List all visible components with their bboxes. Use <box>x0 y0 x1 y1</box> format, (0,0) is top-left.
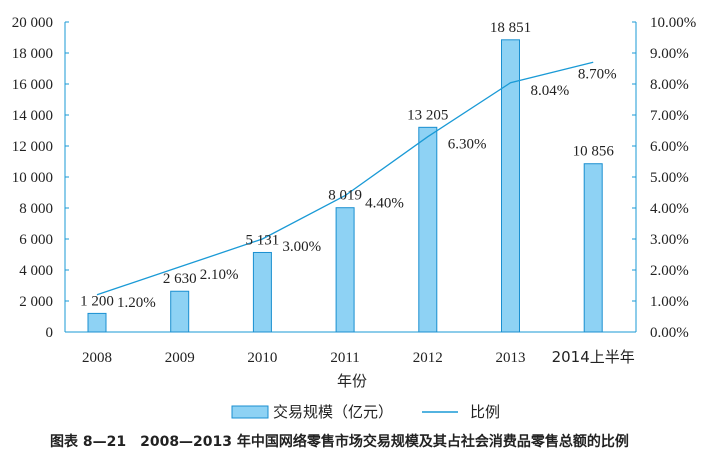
y-tick-label-right: 4.00% <box>650 201 689 217</box>
y-tick-label-right: 3.00% <box>650 232 689 248</box>
bar <box>87 312 107 333</box>
x-tick-label: 2014上半年 <box>552 348 635 366</box>
bar-value-label: 13 205 <box>407 107 448 123</box>
y-tick-label-right: 2.00% <box>650 263 689 279</box>
ratio-value-label: 1.20% <box>117 295 156 311</box>
y-tick-label-right: 8.00% <box>650 77 689 93</box>
x-tick-label: 2012 <box>413 350 443 366</box>
bar-value-label: 1 200 <box>80 293 114 309</box>
y-tick-label-right: 0.00% <box>650 325 689 341</box>
bar <box>418 126 438 333</box>
figure-caption: 图表 8—21 2008—2013 年中国网络零售市场交易规模及其占社会消费品零… <box>50 433 629 450</box>
y-tick-label-right: 1.00% <box>650 294 689 310</box>
bar <box>335 207 355 333</box>
ratio-value-label: 4.40% <box>365 196 404 212</box>
bar-value-label: 10 856 <box>573 144 615 160</box>
y-tick-label-right: 10.00% <box>650 15 696 31</box>
ratio-value-label: 6.30% <box>448 137 487 153</box>
bar-value-label: 2 630 <box>163 271 197 287</box>
x-tick-label: 2011 <box>330 350 359 366</box>
bar <box>583 163 603 333</box>
ratio-value-label: 8.04% <box>531 83 570 99</box>
y-tick-label-left: 6 000 <box>19 232 53 248</box>
y-tick-label-left: 4 000 <box>19 263 53 279</box>
y-tick-label-left: 10 000 <box>12 170 53 186</box>
y-tick-label-left: 0 <box>46 325 54 341</box>
y-tick-label-left: 12 000 <box>12 139 53 155</box>
y-tick-label-left: 16 000 <box>12 77 53 93</box>
y-tick-label-right: 9.00% <box>650 46 689 62</box>
y-tick-label-left: 20 000 <box>12 15 53 31</box>
x-tick-label: 2009 <box>165 350 195 366</box>
legend-line-label: 比例 <box>470 403 500 421</box>
y-tick-label-right: 5.00% <box>650 170 689 186</box>
y-tick-label-left: 8 000 <box>19 201 53 217</box>
bar <box>252 251 272 333</box>
y-tick-label-left: 18 000 <box>12 46 53 62</box>
ratio-value-label: 8.70% <box>578 66 617 82</box>
y-tick-label-right: 6.00% <box>650 139 689 155</box>
x-tick-label: 2010 <box>247 350 277 366</box>
legend: 交易规模（亿元） 比例 <box>231 403 500 421</box>
y-tick-label-right: 7.00% <box>650 108 689 124</box>
x-tick-label: 2008 <box>82 350 112 366</box>
x-axis-title: 年份 <box>337 372 367 390</box>
bar-value-label: 5 131 <box>246 232 280 248</box>
ratio-value-label: 2.10% <box>200 267 239 283</box>
bar <box>501 39 520 333</box>
ratio-value-label: 3.00% <box>282 239 321 255</box>
bar <box>170 290 190 333</box>
bar-value-label: 18 851 <box>490 20 531 36</box>
legend-bar-label: 交易规模（亿元） <box>273 403 393 421</box>
y-tick-label-left: 14 000 <box>12 108 53 124</box>
legend-bar-swatch <box>231 405 269 419</box>
x-tick-label: 2013 <box>496 350 526 366</box>
bar-value-label: 8 019 <box>328 188 362 204</box>
y-tick-label-left: 2 000 <box>19 294 53 310</box>
